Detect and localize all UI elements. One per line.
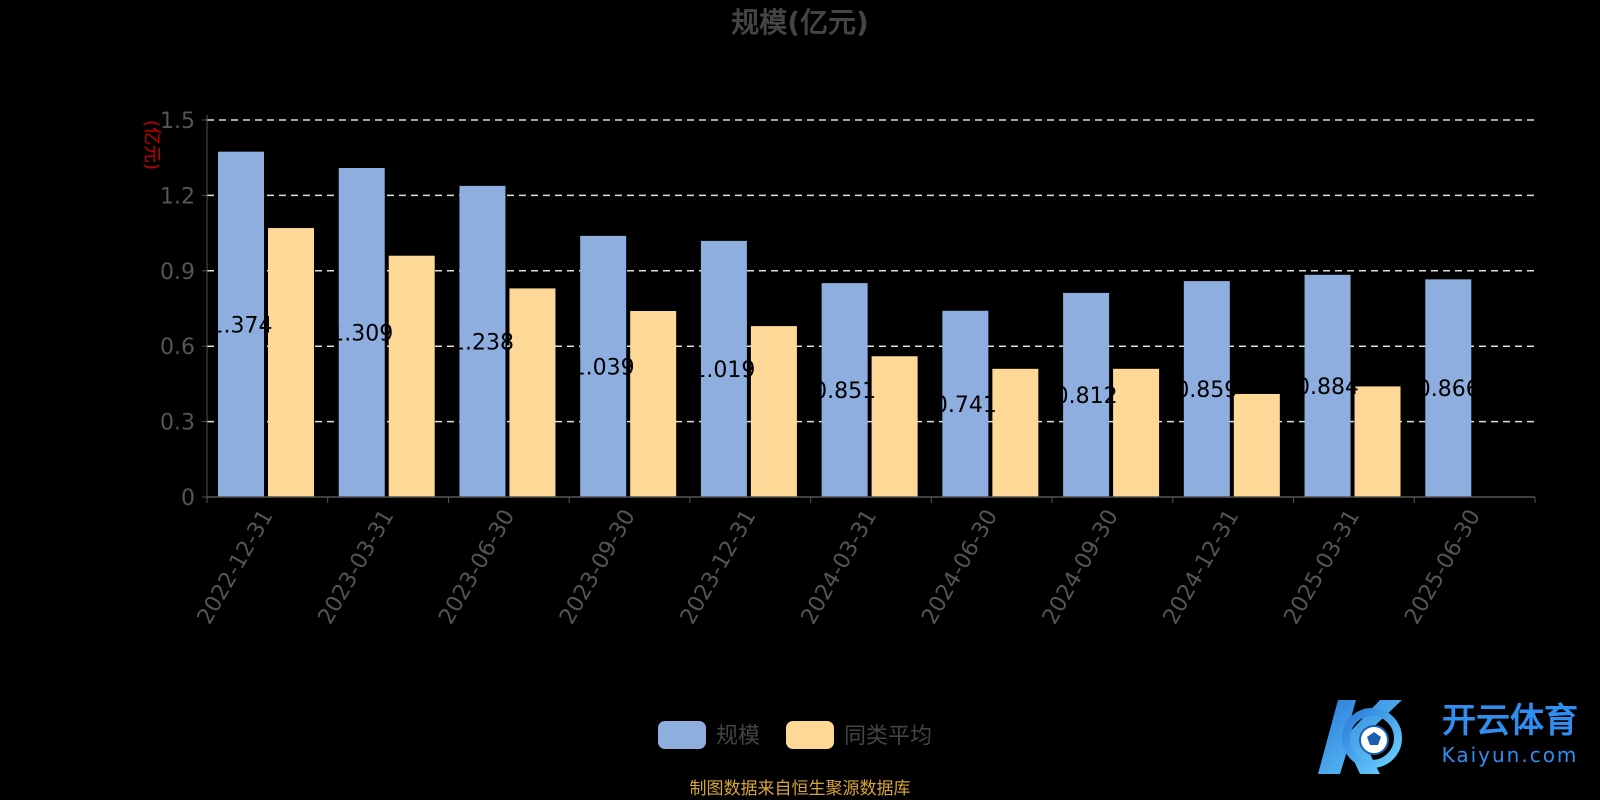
bar-labels: 1.374 1.309 1.238 1.039 1.019 0.851 0.741 0.812… — [210, 313, 1480, 418]
data-label: 1.039 — [572, 355, 635, 380]
data-label: 0.812 — [1055, 384, 1118, 409]
bar-scale — [459, 185, 506, 497]
y-tick-label: 1.2 — [160, 184, 195, 209]
legend-label: 规模 — [716, 724, 760, 749]
data-label: 1.238 — [451, 330, 514, 355]
bar-scale — [1425, 279, 1472, 497]
x-axis: 2022-12-31 2023-03-31 2023-06-30 2023-09-30… — [193, 496, 1536, 629]
data-label: 1.374 — [210, 313, 273, 338]
legend-swatch — [786, 721, 834, 749]
data-label: 0.851 — [813, 379, 876, 404]
data-label: 1.019 — [692, 358, 755, 383]
bars — [218, 151, 1472, 497]
legend-label: 同类平均 — [844, 724, 932, 749]
bar-peer-average — [268, 228, 314, 497]
data-label: 0.859 — [1175, 378, 1238, 403]
x-tick-label: 2025-06-30 — [1400, 506, 1486, 629]
source-note: 制图数据来自恒生聚源数据库 — [690, 779, 911, 799]
y-axis-ticks: 0 0.3 0.6 0.9 1.2 1.5 — [160, 109, 208, 511]
x-tick-label: 2024-09-30 — [1038, 506, 1124, 629]
chart-title: 规模(亿元) — [731, 6, 869, 39]
legend[interactable]: 规模 同类平均 — [658, 721, 932, 749]
x-tick-label: 2024-06-30 — [917, 506, 1003, 629]
data-label: 1.309 — [330, 322, 393, 347]
bar-peer-average — [750, 326, 797, 497]
kaiyun-logo: 开云体育 Kaiyun.com — [1318, 700, 1579, 774]
data-label: 0.741 — [934, 393, 997, 418]
bar-scale — [338, 168, 385, 497]
y-tick-label: 0.3 — [160, 411, 195, 436]
data-label: 0.866 — [1417, 377, 1480, 402]
legend-item[interactable]: 规模 — [658, 721, 760, 749]
ring-icon — [1342, 708, 1402, 768]
bar-scale — [942, 310, 989, 497]
bar-scale — [700, 240, 747, 497]
bar-peer-average — [1354, 386, 1401, 497]
bar-peer-average — [388, 255, 435, 497]
bar-peer-average — [509, 288, 556, 497]
x-tick-label: 2023-12-31 — [676, 506, 762, 629]
y-tick-label: 1.5 — [160, 109, 195, 134]
bar-scale — [821, 283, 868, 497]
bar-scale — [1183, 281, 1230, 497]
legend-item[interactable]: 同类平均 — [786, 721, 932, 749]
bar-peer-average — [992, 368, 1039, 497]
x-tick-label: 2023-09-30 — [555, 506, 641, 629]
bar-scale — [218, 151, 264, 497]
bar-peer-average — [1233, 393, 1280, 497]
bar-scale — [1304, 274, 1351, 497]
y-tick-label: 0.6 — [160, 335, 195, 360]
x-tick-label: 2025-03-31 — [1280, 506, 1366, 629]
bar-scale — [580, 235, 627, 497]
x-tick-label: 2024-03-31 — [797, 506, 883, 629]
brand-domain: Kaiyun.com — [1442, 743, 1579, 767]
y-axis-label: (亿元) — [141, 120, 162, 170]
legend-swatch — [658, 721, 706, 749]
x-tick-label: 2023-06-30 — [434, 506, 520, 629]
bar-peer-average — [871, 356, 918, 497]
x-tick-label: 2024-12-31 — [1159, 506, 1245, 629]
bar-peer-average — [1113, 368, 1160, 497]
bar-scale — [1063, 292, 1110, 497]
x-tick-label: 2023-03-31 — [314, 506, 400, 629]
bar-peer-average — [630, 311, 677, 497]
y-tick-label: 0 — [181, 486, 195, 511]
y-tick-label: 0.9 — [160, 260, 195, 285]
x-tick-label: 2022-12-31 — [193, 506, 279, 629]
brand-name: 开云体育 — [1442, 701, 1578, 741]
data-label: 0.884 — [1296, 375, 1359, 400]
